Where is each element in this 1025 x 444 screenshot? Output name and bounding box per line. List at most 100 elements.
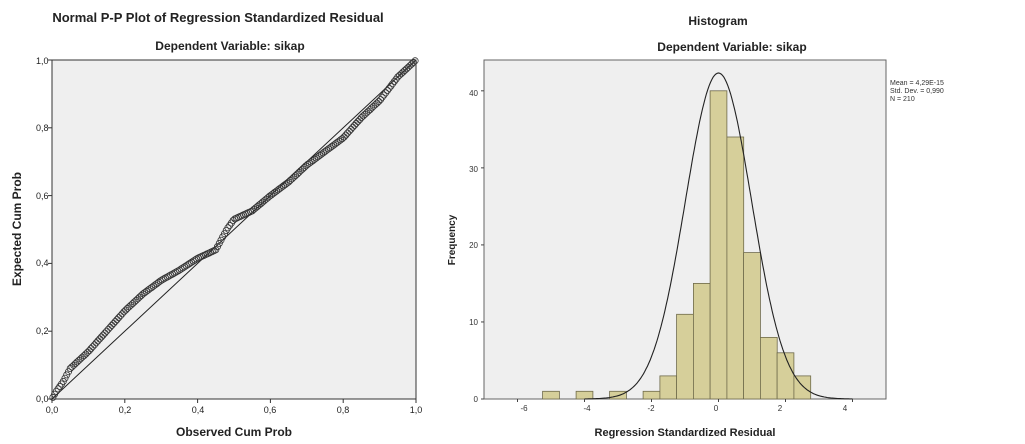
pp-xtick-label: 1,0 — [410, 405, 423, 415]
pp-point — [411, 57, 419, 65]
pp-point — [352, 119, 360, 127]
pp-ytick-label: 0,8 — [36, 123, 49, 133]
pp-point — [387, 82, 395, 90]
pp-point — [389, 80, 397, 88]
pp-point — [229, 216, 237, 224]
pp-point — [167, 271, 175, 279]
pp-ytick-label: 0,6 — [36, 191, 49, 201]
pp-point — [274, 186, 282, 194]
hist-bar — [726, 136, 745, 400]
pp-point — [144, 286, 152, 294]
pp-point — [149, 282, 157, 290]
hist-bar — [542, 390, 560, 400]
pp-point — [375, 98, 383, 106]
pp-point — [103, 327, 111, 335]
pp-point — [326, 144, 334, 152]
pp-point — [269, 190, 277, 198]
pp-point — [56, 382, 64, 390]
pp-point — [317, 150, 325, 158]
pp-point — [276, 184, 284, 192]
hist-y-axis-label: Frequency — [447, 214, 458, 265]
hist-bar — [642, 390, 661, 400]
pp-point — [354, 118, 362, 126]
pp-point — [224, 224, 232, 232]
pp-point — [349, 123, 357, 131]
pp-point — [104, 325, 112, 333]
pp-point — [94, 337, 102, 345]
hist-normal-curve — [584, 72, 853, 400]
pp-point — [323, 146, 331, 154]
hist-xtick-label: 2 — [778, 404, 783, 413]
pp-point — [184, 260, 192, 268]
hist-bar — [793, 375, 812, 400]
pp-point — [61, 374, 69, 382]
hist-bar — [776, 352, 795, 400]
pp-point — [113, 316, 121, 324]
pp-point — [177, 265, 185, 273]
pp-xtick-label: 0,6 — [264, 405, 277, 415]
hist-bar — [693, 282, 711, 400]
hist-bar — [760, 336, 778, 400]
pp-point — [331, 140, 339, 148]
hist-x-axis-label: Regression Standardized Residual — [595, 427, 776, 439]
pp-point — [141, 289, 149, 297]
pp-xtick-label: 0,8 — [337, 405, 350, 415]
pp-point — [161, 274, 169, 282]
hist-xtick-label: 4 — [843, 404, 848, 413]
pp-point — [115, 314, 123, 322]
pp-point — [139, 290, 147, 298]
pp-point — [311, 155, 319, 163]
pp-point — [155, 278, 163, 286]
pp-point — [84, 348, 92, 356]
pp-point — [191, 256, 199, 264]
pp-point — [175, 266, 183, 274]
pp-point — [380, 91, 388, 99]
hist-stats-box: Mean = 4,29E-15 Std. Dev. = 0,990 N = 21… — [890, 80, 944, 103]
hist-bar — [743, 252, 761, 400]
pp-xtick-label: 0,4 — [192, 405, 205, 415]
pp-point — [279, 182, 287, 190]
hist-y-axis: 0 10 20 30 40 — [469, 89, 478, 404]
pp-point — [160, 275, 168, 283]
hist-bar — [575, 390, 594, 400]
pp-point — [376, 96, 384, 104]
pp-point — [373, 99, 381, 107]
pp-point — [208, 247, 216, 255]
pp-point — [172, 268, 180, 276]
pp-point — [271, 188, 279, 196]
pp-point — [378, 93, 386, 101]
hist-x-axis: -6 -4 -2 0 2 4 — [520, 404, 847, 413]
hist-ytick-label: 30 — [469, 165, 478, 174]
pp-point — [316, 151, 324, 159]
pp-point — [108, 321, 116, 329]
pp-point — [156, 277, 164, 285]
pp-point — [170, 269, 178, 277]
pp-ytick-label: 0,4 — [36, 258, 49, 268]
pp-point — [342, 131, 350, 139]
pp-point — [383, 87, 391, 95]
pp-point — [158, 276, 166, 284]
histogram: Histogram Dependent Variable: sikap 0 10… — [447, 14, 944, 439]
pp-point — [168, 270, 176, 278]
pp-point — [189, 257, 197, 265]
pp-point — [328, 142, 336, 150]
pp-point — [347, 125, 355, 133]
pp-point — [385, 84, 393, 92]
pp-point — [305, 159, 313, 167]
pp-point — [54, 385, 62, 393]
pp-marks — [48, 57, 419, 403]
pp-point — [118, 310, 126, 318]
hist-ytick-label: 40 — [469, 89, 478, 98]
pp-title: Normal P-P Plot of Regression Standardiz… — [52, 10, 383, 25]
pp-point — [163, 273, 171, 281]
pp-reference-line — [51, 59, 417, 400]
hist-bar — [676, 313, 694, 400]
hist-ytick-label: 10 — [469, 318, 478, 327]
pp-point — [382, 89, 390, 97]
hist-bar — [659, 375, 678, 400]
pp-point — [165, 272, 173, 280]
pp-point — [87, 345, 95, 353]
pp-ytick-label: 1,0 — [36, 56, 49, 66]
pp-point — [89, 343, 97, 351]
